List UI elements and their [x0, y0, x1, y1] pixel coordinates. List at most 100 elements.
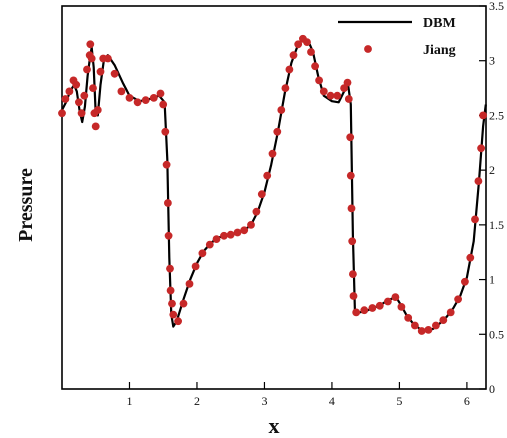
jiang-point: [466, 253, 475, 262]
jiang-point: [294, 40, 303, 49]
jiang-point: [281, 84, 290, 92]
dbm-series-line: [61, 37, 487, 333]
jiang-point: [156, 89, 165, 98]
jiang-point: [333, 91, 342, 100]
jiang-point: [285, 65, 294, 74]
jiang-point: [319, 87, 328, 96]
jiang-point: [133, 98, 142, 107]
jiang-point: [307, 48, 315, 56]
x-tick-label: 4: [329, 394, 335, 408]
jiang-point: [349, 292, 358, 300]
jiang-point: [360, 306, 369, 315]
jiang-point: [240, 226, 249, 235]
jiang-point: [164, 199, 172, 207]
jiang-point: [91, 122, 100, 131]
jiang-point: [179, 299, 188, 308]
jiang-point: [220, 231, 228, 240]
y-tick-label: 1: [489, 273, 495, 287]
jiang-point: [479, 111, 487, 120]
jiang-point: [348, 237, 357, 246]
jiang-point: [424, 326, 433, 334]
jiang-point: [174, 317, 183, 326]
y-tick-label: 1.5: [489, 218, 504, 232]
jiang-point: [346, 133, 355, 142]
jiang-point: [397, 303, 406, 311]
jiang-point: [168, 299, 176, 308]
jiang-point: [96, 67, 105, 76]
jiang-point: [65, 87, 74, 96]
plot-frame: [61, 5, 487, 390]
jiang-point: [404, 314, 413, 322]
legend-jiang-label: Jiang: [423, 43, 456, 58]
legend-jiang-swatch: [364, 45, 372, 53]
jiang-point: [352, 308, 361, 317]
x-axis-title: x: [269, 413, 280, 438]
jiang-point: [446, 308, 455, 317]
jiang-point: [432, 321, 440, 330]
legend-dbm-label: DBM: [423, 16, 456, 31]
jiang-point: [191, 262, 200, 271]
jiang-point: [61, 95, 70, 103]
jiang-point: [159, 100, 168, 109]
y-tick-label: 0: [489, 382, 495, 396]
jiang-point: [439, 316, 448, 324]
jiang-point: [474, 177, 483, 186]
jiang-point: [166, 264, 174, 273]
jiang-point: [368, 304, 377, 312]
jiang-point: [346, 171, 355, 180]
jiang-point: [205, 240, 214, 249]
y-tick-label: 3: [489, 54, 495, 68]
jiang-point: [77, 109, 86, 118]
x-tick-label: 6: [464, 394, 470, 408]
jiang-point: [110, 69, 119, 78]
jiang-point: [417, 327, 426, 335]
jiang-point: [117, 87, 126, 96]
jiang-point: [75, 98, 83, 107]
jiang-point: [247, 221, 255, 229]
jiang-point: [277, 106, 286, 114]
jiang-point: [80, 91, 89, 100]
jiang-point: [233, 228, 242, 237]
y-axis-title: Pressure: [15, 168, 37, 242]
jiang-point: [164, 231, 173, 240]
jiang-point: [343, 78, 352, 87]
jiang-series-markers: [58, 34, 487, 335]
jiang-point: [58, 109, 66, 118]
jiang-point: [198, 249, 207, 258]
jiang-point: [141, 96, 150, 104]
jiang-point: [161, 127, 170, 136]
jiang-point: [125, 94, 134, 102]
x-tick-label: 1: [126, 394, 132, 408]
jiang-point: [391, 293, 400, 301]
jiang-point: [86, 40, 95, 49]
jiang-point: [212, 235, 221, 244]
jiang-point: [93, 106, 102, 114]
jiang-point: [268, 149, 277, 158]
jiang-point: [149, 94, 158, 102]
jiang-point: [87, 54, 96, 63]
y-tick-label: 0.5: [489, 327, 504, 341]
jiang-point: [461, 277, 469, 286]
jiang-point: [349, 270, 357, 278]
y-tick-label: 2.5: [489, 108, 504, 122]
jiang-point: [326, 91, 335, 100]
y-axis-ticks: 0 0.5 1 1.5 2 2.5 3 3.5: [479, 0, 504, 396]
jiang-point: [289, 51, 298, 60]
jiang-point: [89, 84, 97, 92]
jiang-point: [411, 321, 419, 330]
jiang-point: [375, 301, 384, 310]
jiang-point: [384, 297, 392, 306]
legend: DBM Jiang: [338, 16, 456, 58]
jiang-point: [344, 95, 353, 103]
jiang-point: [315, 76, 323, 85]
jiang-point: [273, 127, 282, 136]
jiang-point: [303, 38, 311, 46]
jiang-point: [162, 160, 171, 169]
jiang-point: [104, 54, 112, 63]
jiang-point: [166, 286, 175, 295]
jiang-point: [252, 207, 261, 216]
jiang-point: [471, 215, 479, 224]
jiang-point: [311, 62, 319, 71]
x-tick-label: 2: [194, 394, 200, 408]
